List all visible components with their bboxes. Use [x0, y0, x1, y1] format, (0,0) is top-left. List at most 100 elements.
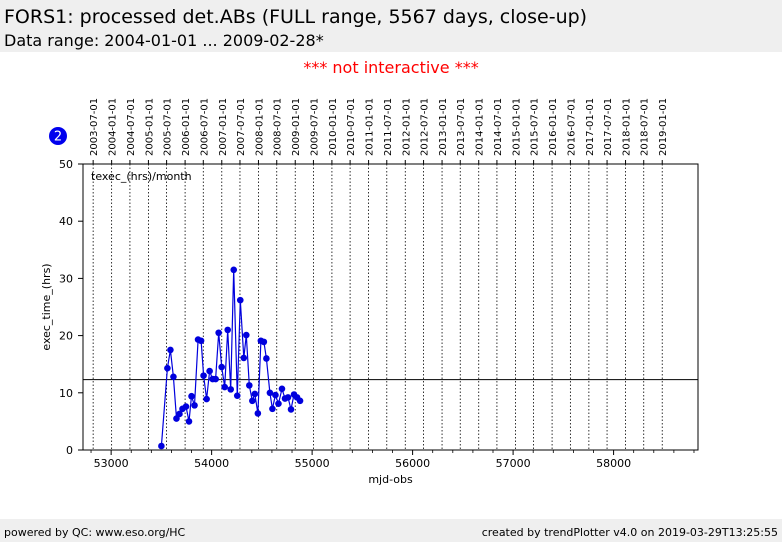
top-date-label: 2009-07-01: [309, 98, 320, 156]
y-tick-label: 0: [66, 444, 73, 457]
footer-powered-by: powered by QC: www.eso.org/HC: [4, 526, 186, 539]
data-point: [224, 326, 232, 334]
data-point: [170, 373, 177, 381]
data-point: [176, 410, 183, 418]
data-point: [266, 389, 274, 397]
y-tick-label: 50: [59, 158, 73, 171]
data-point: [221, 383, 228, 391]
data-point: [296, 397, 304, 405]
top-date-label: 2007-01-01: [218, 98, 229, 156]
data-point: [164, 364, 171, 372]
top-date-label: 2013-07-01: [456, 98, 467, 156]
data-point: [246, 382, 253, 389]
top-date-axis: 2003-07-01 2004-01-01 2004-07-01 2005-01-01…: [89, 98, 669, 164]
top-date-label: 2003-07-01: [89, 98, 100, 156]
top-date-label: 2006-07-01: [199, 98, 210, 156]
data-point: [236, 296, 244, 304]
data-point: [263, 355, 270, 362]
data-point: [212, 375, 219, 383]
date-gridlines: [92, 164, 663, 450]
data-point: [191, 402, 198, 409]
data-point: [275, 400, 282, 407]
data-point: [287, 406, 295, 413]
top-date-label: 2017-07-01: [603, 98, 614, 156]
top-date-label: 2011-07-01: [383, 98, 394, 156]
data-point: [254, 410, 262, 417]
top-date-label: 2019-01-01: [658, 98, 669, 156]
data-point: [197, 337, 205, 345]
data-point: [272, 391, 279, 399]
top-date-label: 2016-07-01: [566, 98, 577, 156]
data-point: [206, 367, 213, 375]
not-interactive-notice: *** not interactive ***: [303, 58, 479, 77]
series-line: [160, 269, 301, 447]
data-point: [284, 394, 292, 401]
top-date-label: 2015-01-01: [511, 98, 522, 156]
data-point: [227, 386, 235, 393]
footer-bar: powered by QC: www.eso.org/HC created by…: [0, 519, 782, 542]
data-point: [242, 331, 250, 339]
top-date-label: 2004-07-01: [126, 98, 137, 156]
x-tick-label: 54000: [194, 457, 229, 470]
top-date-label: 2006-01-01: [181, 98, 192, 156]
data-point: [260, 338, 268, 346]
top-date-label: 2014-07-01: [493, 98, 504, 156]
data-point: [182, 403, 190, 410]
y-tick-label: 10: [59, 387, 73, 400]
top-date-label: 2016-01-01: [548, 98, 559, 156]
top-date-label: 2005-07-01: [163, 98, 174, 156]
data-point: [215, 329, 222, 337]
data-point: [185, 418, 193, 425]
top-date-label: 2010-07-01: [346, 98, 357, 156]
x-tick-label: 57000: [496, 457, 531, 470]
badge: 2: [49, 127, 67, 145]
top-date-label: 2008-01-01: [254, 98, 265, 156]
x-tick-label: 53000: [94, 457, 129, 470]
data-point: [188, 392, 195, 400]
plot-frame: [82, 163, 699, 451]
data-point: [200, 372, 207, 379]
series-group: [158, 266, 304, 450]
data-point: [269, 405, 276, 413]
page-title: FORS1: processed det.ABs (FULL range, 55…: [4, 6, 588, 28]
data-point: [278, 385, 286, 393]
data-point: [158, 442, 165, 450]
badge-label: 2: [54, 130, 62, 145]
plot-annotation: texec_(hrs)/month: [91, 170, 192, 183]
top-date-label: 2014-01-01: [475, 98, 486, 156]
x-tick-label: 58000: [596, 457, 631, 470]
top-date-label: 2015-07-01: [530, 98, 541, 156]
top-date-label: 2010-01-01: [328, 98, 339, 156]
data-point: [251, 390, 259, 398]
data-point: [240, 354, 248, 362]
x-axis: 53000 54000 55000 56000 57000 58000: [90, 450, 695, 470]
y-tick-label: 40: [59, 215, 73, 228]
trend-chart: 2 2003-07-01 2004-01-01 2004-07-01 2005-01-…: [40, 98, 699, 486]
y-tick-label: 20: [59, 330, 73, 343]
x-axis-label: mjd-obs: [368, 473, 413, 486]
x-tick-label: 56000: [395, 457, 430, 470]
top-date-label: 2018-07-01: [640, 98, 651, 156]
data-point: [230, 266, 238, 274]
top-date-label: 2012-01-01: [401, 98, 412, 156]
data-point: [233, 392, 241, 399]
top-date-label: 2008-07-01: [273, 98, 284, 156]
top-date-label: 2011-01-01: [365, 98, 376, 156]
data-point: [249, 397, 256, 405]
data-point: [167, 346, 174, 354]
data-point: [218, 363, 225, 371]
footer-created-by: created by trendPlotter v4.0 on 2019-03-…: [481, 526, 778, 539]
top-date-label: 2004-01-01: [108, 98, 119, 156]
y-axis: 0 10 20 30 40 50: [59, 158, 83, 457]
header-bar: FORS1: processed det.ABs (FULL range, 55…: [0, 0, 782, 52]
top-date-label: 2007-07-01: [236, 98, 247, 156]
y-tick-label: 30: [59, 272, 73, 285]
y-axis-label: exec_time_(hrs): [40, 263, 53, 350]
top-date-label: 2017-01-01: [585, 98, 596, 156]
badge-circle: [49, 127, 67, 145]
data-point: [203, 395, 210, 403]
data-range-subtitle: Data range: 2004-01-01 ... 2009-02-28*: [4, 31, 324, 50]
top-date-label: 2009-01-01: [291, 98, 302, 156]
top-date-label: 2018-01-01: [622, 98, 633, 156]
top-date-label: 2012-07-01: [420, 98, 431, 156]
